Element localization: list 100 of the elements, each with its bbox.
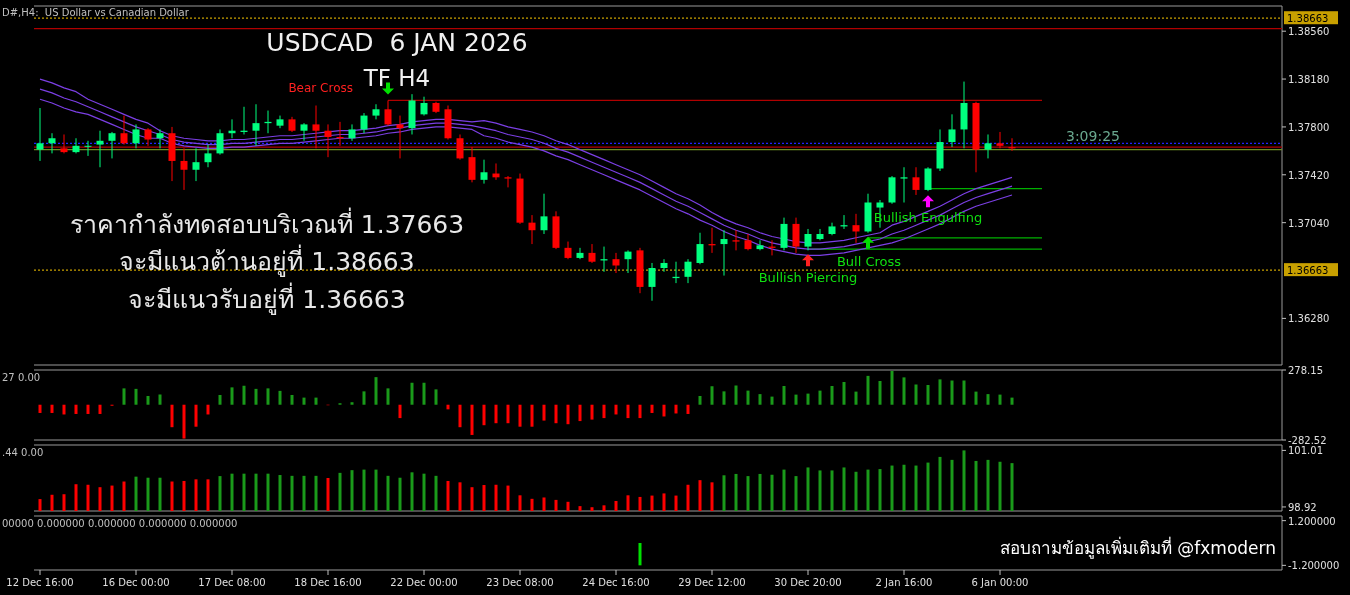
bar [602,404,606,419]
bar [974,391,978,405]
bar [242,385,246,405]
candlestick [900,166,908,204]
candlestick [576,247,584,260]
candlestick [96,130,104,168]
annotation: 3:09:25 [1066,128,1120,144]
annotation: Bullish Piercing [758,270,858,285]
text: TF H4 [362,65,431,91]
y-tick-label: 1.200000 [1288,515,1336,527]
bar [470,404,474,435]
candlestick [456,133,464,161]
x-tick-label: 16 Dec 00:00 [102,577,170,588]
bar [962,380,966,405]
annotation: ราคากำลังทดสอบบริเวณที่ 1.37663 [69,207,465,239]
x-tick-label: 17 Dec 08:00 [198,577,266,588]
bar [686,404,690,414]
bar [830,386,834,405]
bar [818,390,822,405]
bar [650,404,654,413]
bar [398,404,402,419]
bar [866,375,870,405]
bar [1010,397,1014,405]
bar [434,389,438,405]
bar [590,404,594,420]
bar [662,404,666,417]
candlestick [504,175,512,188]
bar [206,404,210,415]
bar [98,404,102,414]
candlestick [84,140,92,157]
candlestick [60,133,68,154]
y-tick-label: 1.37420 [1288,169,1330,181]
bar [50,404,54,413]
bar [314,397,318,405]
candlestick [720,229,728,277]
bar [494,404,498,424]
annotation: Bear Cross [288,81,353,95]
bar [122,388,126,405]
candlestick [912,166,920,196]
bar [482,404,486,426]
candlestick [792,217,800,254]
annotation: D#,H4: US Dollar vs Canadian Dollar [2,7,190,18]
text: USDCAD 6 JAN 2026 [266,28,528,57]
bar [146,395,150,405]
candlestick [948,113,956,148]
bar [710,386,714,405]
candlestick [816,228,824,241]
candlestick [468,146,476,183]
bar [386,388,390,405]
candlestick [696,232,704,265]
candlestick [984,133,992,159]
bar [218,394,222,405]
candlestick [612,252,620,274]
bar [734,385,738,405]
bar [578,404,582,422]
x-tick-label: 24 Dec 16:00 [582,577,650,588]
candlestick [384,99,392,127]
bar [914,384,918,405]
bar [950,380,954,405]
candlestick [204,144,212,168]
candlestick [348,123,356,142]
x-tick-label: 23 Dec 08:00 [486,577,554,588]
bar [758,394,762,405]
candlestick [156,128,164,149]
candlestick [780,217,788,251]
candlestick [48,132,56,154]
bar [782,386,786,405]
bar [458,404,462,428]
bar [938,379,942,405]
candlestick [216,128,224,156]
candlestick [36,107,44,162]
bar [554,404,558,424]
bar [86,404,90,414]
bar [278,390,282,405]
candlestick [648,262,656,302]
bar [854,391,858,405]
candlestick [588,243,596,264]
y-tick-label: 1.36280 [1288,313,1330,325]
x-tick-label: 18 Dec 16:00 [294,577,362,588]
bar [902,377,906,405]
candlestick [324,123,332,158]
candlestick [132,123,140,149]
y-tick-label: -282.52 [1288,435,1327,446]
candlestick [120,115,128,146]
bar [722,391,726,405]
candlestick [420,96,428,117]
bar [626,404,630,419]
ref-line-label: 1.38663 [1287,13,1329,25]
x-tick-label: 12 Dec 16:00 [6,577,74,588]
bar [986,394,990,405]
candlestick [360,112,368,134]
bar [362,391,366,405]
x-tick-label: 22 Dec 00:00 [390,577,458,588]
bar [794,394,798,405]
candlestick [624,249,632,274]
bar [266,388,270,405]
chart-title: .44 0.00 [2,447,44,458]
annotation: Bull Cross [836,254,902,269]
candlestick [528,214,536,245]
bar [842,382,846,405]
